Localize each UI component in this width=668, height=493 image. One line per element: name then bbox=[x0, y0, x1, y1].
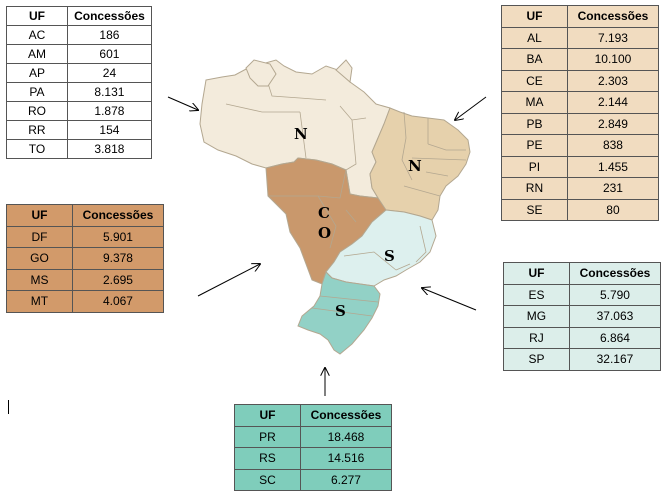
concessoes-cell: 14.516 bbox=[299, 447, 393, 470]
uf-cell: MA bbox=[501, 91, 568, 114]
table-row: SE 80 bbox=[501, 198, 660, 221]
north-region-table: UF Concessões AC 186 AM 601 AP 24 PA 8.131 RO 1.87… bbox=[6, 6, 153, 159]
centerwest-arrow-icon bbox=[197, 264, 260, 297]
amapa-shape bbox=[335, 59, 353, 83]
concessoes-cell: 32.167 bbox=[568, 348, 662, 371]
uf-cell: ES bbox=[503, 283, 570, 306]
table-row: GO 9.378 bbox=[6, 247, 165, 270]
table-header-row: UF Concessões bbox=[501, 5, 660, 28]
northeast-arrow-icon bbox=[455, 96, 487, 120]
table-row: BA 10.100 bbox=[501, 48, 660, 71]
table-row: SC 6.277 bbox=[234, 468, 393, 491]
uf-cell: TO bbox=[6, 139, 68, 159]
north-arrow-icon bbox=[167, 96, 198, 110]
concessoes-cell: 2.695 bbox=[71, 268, 165, 291]
south-region-shape bbox=[297, 271, 381, 355]
centerwest-inner-borders bbox=[268, 169, 357, 249]
concessoes-cell: 6.277 bbox=[299, 468, 393, 491]
uf-cell: PE bbox=[501, 134, 568, 157]
table-row: PR 18.468 bbox=[234, 425, 393, 448]
concessoes-cell: 231 bbox=[566, 177, 660, 200]
table-row: ES 5.790 bbox=[503, 283, 662, 306]
northeast-region bbox=[369, 107, 471, 221]
concessoes-cell: 2.144 bbox=[566, 91, 660, 114]
uf-cell: SC bbox=[234, 468, 301, 491]
concessoes-cell: 24 bbox=[66, 63, 153, 83]
concessoes-cell: 1.878 bbox=[66, 101, 153, 121]
concessoes-cell: 1.455 bbox=[566, 155, 660, 178]
uf-cell: PR bbox=[234, 425, 301, 448]
southeast-arrow-icon bbox=[422, 288, 477, 311]
table-row: SP 32.167 bbox=[503, 348, 662, 371]
concessoes-column-header: Concessões bbox=[71, 204, 165, 227]
table-row: PB 2.849 bbox=[501, 112, 660, 135]
southeast-region-label: S bbox=[384, 247, 395, 265]
southeast-region-table: UF Concessões ES 5.790 MG 37.063 RJ 6.864 SP 32.… bbox=[503, 262, 662, 371]
south-region-label: S bbox=[335, 302, 346, 320]
north-region bbox=[199, 59, 391, 199]
north-inner-borders bbox=[225, 63, 367, 171]
concessoes-cell: 3.818 bbox=[66, 139, 153, 159]
table-row: MA 2.144 bbox=[501, 91, 660, 114]
table-row: RN 231 bbox=[501, 177, 660, 200]
centerwest-label-o: O bbox=[318, 224, 331, 242]
centerwest-region-table: UF Concessões DF 5.901 GO 9.378 MS 2.695 MT 4.06… bbox=[6, 204, 165, 313]
pointer-arrows bbox=[167, 96, 487, 396]
northeast-inner-borders bbox=[401, 111, 467, 197]
concessoes-cell: 7.193 bbox=[566, 26, 660, 49]
concessoes-column-header: Concessões bbox=[566, 5, 660, 28]
northeast-region-table: UF Concessões AL 7.193 BA 10.100 CE 2.303 MA 2.1… bbox=[501, 5, 660, 221]
table-row: PE 838 bbox=[501, 134, 660, 157]
text-cursor bbox=[8, 400, 9, 414]
table-header-row: UF Concessões bbox=[6, 204, 165, 227]
roraima-shape bbox=[245, 59, 277, 87]
concessoes-cell: 80 bbox=[566, 198, 660, 221]
southeast-inner-borders bbox=[343, 225, 427, 271]
concessoes-cell: 10.100 bbox=[566, 48, 660, 71]
south-inner-borders bbox=[311, 295, 379, 317]
concessoes-cell: 4.067 bbox=[71, 290, 165, 313]
uf-cell: SE bbox=[501, 198, 568, 221]
uf-cell: SP bbox=[503, 348, 570, 371]
concessoes-cell: 2.303 bbox=[566, 69, 660, 92]
table-row: AC 186 bbox=[6, 25, 153, 45]
centerwest-label-c: C bbox=[318, 204, 330, 222]
south-region bbox=[297, 271, 381, 355]
northeast-region-shape bbox=[369, 107, 471, 221]
table-row: TO 3.818 bbox=[6, 139, 153, 159]
table-row: MT 4.067 bbox=[6, 290, 165, 313]
concessoes-column-header: Concessões bbox=[299, 404, 393, 427]
uf-cell: BA bbox=[501, 48, 568, 71]
north-region-label: N bbox=[294, 125, 308, 143]
northeast-region-label: N bbox=[408, 157, 422, 175]
concessoes-cell: 186 bbox=[66, 25, 153, 45]
south-region-table: UF Concessões PR 18.468 RS 14.516 SC 6.277 bbox=[234, 404, 393, 491]
table-row: RO 1.878 bbox=[6, 101, 153, 121]
uf-cell: AL bbox=[501, 26, 568, 49]
concessoes-cell: 838 bbox=[566, 134, 660, 157]
table-row: MS 2.695 bbox=[6, 268, 165, 291]
table-row: AL 7.193 bbox=[501, 26, 660, 49]
uf-cell: MT bbox=[6, 290, 73, 313]
table-row: CE 2.303 bbox=[501, 69, 660, 92]
